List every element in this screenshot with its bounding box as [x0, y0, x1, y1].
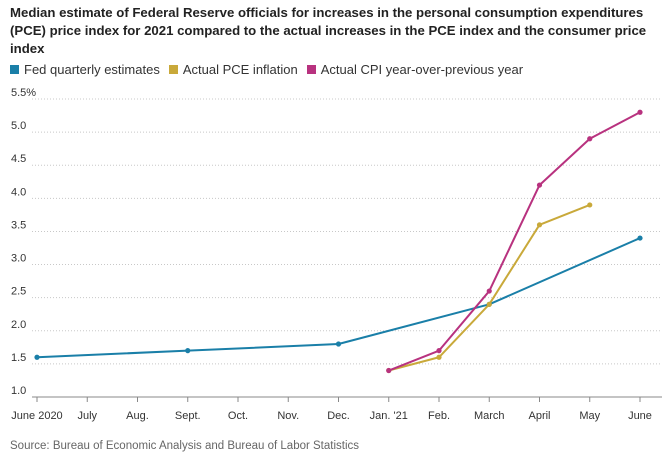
y-tick-label: 5.5%: [11, 87, 36, 99]
data-point: [587, 202, 593, 208]
legend-swatch-cpi: [306, 65, 316, 74]
x-tick-label: Feb.: [428, 410, 450, 422]
data-point: [587, 136, 593, 142]
x-tick-label: Sept.: [175, 410, 201, 422]
y-tick-label: 3.5: [11, 219, 26, 231]
data-point: [486, 301, 492, 307]
y-tick-label: 4.0: [11, 186, 26, 198]
legend-item-fed: Fed quarterly estimates: [10, 62, 160, 77]
legend-swatch-pce: [168, 65, 178, 74]
source-note: Source: Bureau of Economic Analysis and …: [10, 440, 360, 452]
data-point: [536, 182, 543, 188]
series-line-1: [387, 203, 591, 372]
y-tick-label: 3.0: [11, 253, 26, 265]
data-point: [436, 348, 442, 354]
y-tick-label: 2.0: [11, 319, 26, 331]
legend-label-cpi: Actual CPI year-over-previous year: [320, 62, 524, 77]
data-point: [536, 222, 543, 228]
legend-item-cpi: Actual CPI year-over-previous year: [306, 62, 524, 77]
data-point: [436, 354, 442, 360]
y-tick-label: 4.5: [11, 153, 26, 165]
x-tick-label: April: [528, 410, 550, 422]
x-tick-label: Nov.: [277, 410, 299, 422]
y-tick-label: 1.5: [11, 352, 26, 364]
x-tick-label: Dec.: [327, 410, 350, 422]
data-point: [185, 348, 191, 354]
series-line-2: [387, 111, 641, 372]
x-tick-label: Jan. '21: [370, 410, 408, 422]
x-tick-label: Oct.: [228, 410, 248, 422]
data-point: [34, 354, 40, 360]
legend-label-pce: Actual PCE inflation: [182, 62, 298, 77]
data-point: [637, 109, 643, 115]
legend-label-fed: Fed quarterly estimates: [24, 62, 160, 77]
x-tick-label: July: [77, 410, 97, 422]
legend-item-pce: Actual PCE inflation: [168, 62, 298, 77]
chart-title: Median estimate of Federal Reserve offic…: [10, 5, 647, 56]
x-tick-label: March: [474, 410, 505, 422]
y-tick-label: 2.5: [11, 286, 26, 298]
data-point: [386, 367, 392, 374]
x-tick-label: June: [628, 410, 652, 422]
data-point: [637, 235, 643, 241]
legend: Fed quarterly estimates Actual PCE infla…: [10, 62, 532, 77]
x-tick-label: Aug.: [126, 410, 149, 422]
data-point: [486, 288, 492, 294]
legend-swatch-fed: [10, 65, 19, 74]
y-tick-label: 5.0: [11, 120, 26, 132]
data-point: [335, 341, 342, 347]
x-tick-label: June 2020: [11, 410, 62, 422]
x-tick-label: May: [579, 410, 600, 422]
y-tick-label: 1.0: [11, 385, 26, 397]
